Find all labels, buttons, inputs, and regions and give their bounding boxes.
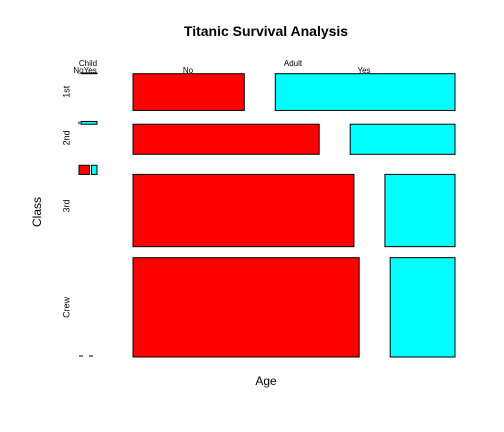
- age-label-child: Child: [79, 59, 97, 68]
- class-label-2nd: 2nd: [61, 130, 71, 145]
- tile-child-3rd-no: [78, 164, 91, 175]
- tile-adult-crew-no: [132, 257, 360, 358]
- class-tick-labels: 1st 2nd 3rd Crew: [61, 85, 71, 318]
- tile-adult-3rd-yes: [384, 173, 456, 248]
- chart-title: Titanic Survival Analysis: [184, 23, 348, 39]
- class-label-1st: 1st: [61, 85, 71, 98]
- tile-adult-1st-yes: [274, 73, 456, 111]
- tile-adult-3rd-no: [132, 173, 355, 248]
- tile-child-2nd-yes: [80, 120, 98, 125]
- tile-child-1st-yes: [80, 72, 98, 75]
- mosaic-tiles: [78, 72, 456, 358]
- survived-label-adult-yes: Yes: [357, 66, 370, 75]
- age-label-adult: Adult: [284, 59, 303, 68]
- tile-adult-2nd-yes: [349, 123, 456, 155]
- y-axis-label: Class: [30, 197, 44, 227]
- survived-label-adult-no: No: [183, 66, 194, 75]
- survived-label-child: NoYes: [73, 66, 96, 75]
- tile-adult-2nd-no: [132, 123, 320, 155]
- tile-adult-crew-yes: [389, 257, 456, 358]
- class-label-3rd: 3rd: [61, 199, 71, 212]
- tile-child-3rd-yes: [91, 164, 98, 175]
- tile-adult-1st-no: [132, 73, 245, 111]
- class-label-crew: Crew: [61, 296, 71, 318]
- x-axis-label: Age: [255, 374, 277, 388]
